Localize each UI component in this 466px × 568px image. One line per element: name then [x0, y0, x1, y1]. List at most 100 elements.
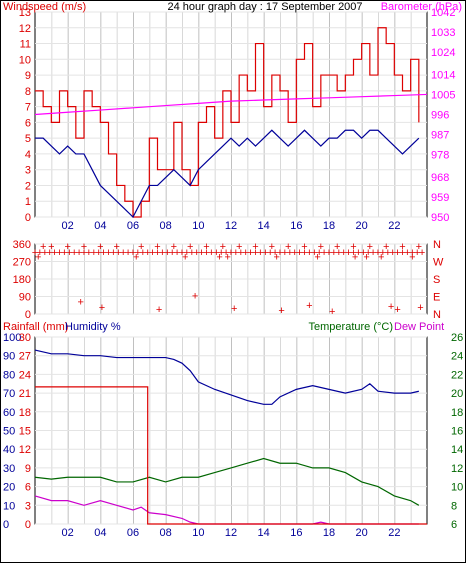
- direction-point: +: [48, 241, 54, 253]
- compass-label: W: [433, 257, 444, 269]
- humidity-tick-label: 10: [3, 500, 15, 512]
- direction-point: +: [78, 296, 84, 308]
- x-tick-label: 18: [323, 220, 335, 232]
- direction-point: +: [187, 241, 193, 253]
- direction-point: +: [316, 247, 322, 259]
- direction-point: +: [350, 241, 356, 253]
- direction-point: +: [340, 247, 346, 259]
- direction-point: +: [203, 247, 209, 259]
- series-line-humidity-: [34, 349, 419, 405]
- left-tick-label: 90: [19, 292, 31, 304]
- direction-point: +: [378, 252, 384, 264]
- left-tick-label: 1: [25, 196, 31, 208]
- temperature-tick-label: 26: [451, 332, 463, 344]
- left-tick-label: 9: [25, 70, 31, 82]
- direction-point: +: [285, 241, 291, 253]
- direction-point: +: [220, 241, 226, 253]
- direction-point: +: [272, 247, 278, 259]
- left-tick-label: 11: [20, 39, 31, 51]
- rainfall-tick-label: 0: [25, 519, 31, 531]
- direction-point: +: [225, 252, 231, 264]
- direction-point: +: [208, 247, 214, 259]
- rainfall-tick-label: 15: [19, 426, 31, 438]
- direction-point: +: [51, 247, 57, 259]
- direction-point: +: [388, 301, 394, 313]
- left-tick-label: 12: [19, 23, 31, 35]
- direction-point: +: [32, 247, 38, 259]
- direction-point: +: [231, 303, 237, 315]
- direction-point: +: [46, 247, 52, 259]
- x-tick-label: 20: [356, 527, 368, 539]
- x-tick-label: 22: [388, 527, 400, 539]
- direction-point: +: [287, 247, 293, 259]
- left-tick-label: 8: [25, 86, 31, 98]
- direction-point: +: [110, 247, 116, 259]
- direction-point: +: [375, 247, 381, 259]
- direction-point: +: [81, 247, 87, 259]
- direction-point: +: [370, 247, 376, 259]
- direction-point: +: [154, 247, 160, 259]
- direction-point: +: [154, 241, 160, 253]
- direction-point: +: [282, 247, 288, 259]
- direction-point: +: [233, 247, 239, 259]
- direction-point: +: [394, 304, 400, 316]
- direction-point: +: [198, 247, 204, 259]
- rainfall-tick-label: 18: [19, 407, 31, 419]
- right-tick-label: 1024: [431, 47, 455, 59]
- series-line-rainfall-mm-: [35, 386, 427, 525]
- right-tick-label: 1014: [431, 69, 455, 81]
- direction-point: +: [61, 247, 67, 259]
- rainfall-tick-label: 24: [19, 369, 31, 381]
- direction-point: +: [363, 252, 369, 264]
- direction-point: +: [35, 252, 41, 264]
- direction-point: +: [409, 247, 415, 259]
- x-tick-label: 18: [323, 527, 335, 539]
- rainfall-tick-label: 12: [19, 444, 31, 456]
- temperature-tick-label: 6: [451, 519, 457, 531]
- direction-point: +: [380, 247, 386, 259]
- direction-point: +: [95, 247, 101, 259]
- direction-point: +: [404, 247, 410, 259]
- direction-point: +: [40, 241, 46, 253]
- direction-point: +: [365, 247, 371, 259]
- x-tick-label: 22: [388, 220, 400, 232]
- direction-point: +: [257, 247, 263, 259]
- direction-point: +: [169, 247, 175, 259]
- direction-point: +: [355, 247, 361, 259]
- direction-point: +: [389, 247, 395, 259]
- direction-point: +: [223, 247, 229, 259]
- direction-point: +: [76, 247, 82, 259]
- direction-point: +: [164, 247, 170, 259]
- right-tick-label: 1005: [431, 89, 455, 101]
- direction-point: +: [360, 247, 366, 259]
- series-line-barometer: [34, 93, 428, 116]
- right-tick-label: 950: [431, 212, 449, 224]
- x-tick-label: 14: [258, 220, 270, 232]
- direction-point: +: [269, 241, 275, 253]
- direction-point: +: [91, 247, 97, 259]
- direction-point: +: [213, 247, 219, 259]
- left-tick-label: 4: [25, 149, 31, 161]
- direction-point: +: [140, 247, 146, 259]
- humidity-tick-label: 40: [3, 444, 15, 456]
- chart-title: 24 hour graph day : 17 September 2007: [167, 1, 362, 13]
- humidity-tick-label: 0: [3, 519, 9, 531]
- x-tick-label: 04: [94, 527, 106, 539]
- temperature-tick-label: 22: [451, 369, 463, 381]
- direction-point: +: [306, 247, 312, 259]
- wind-barometer-panel: 0123456789101112139509599689789879961005…: [19, 7, 456, 232]
- humidity-tick-label: 30: [3, 463, 15, 475]
- direction-point: +: [301, 247, 307, 259]
- right-axis-label-barometer: Barometer (hPa): [381, 1, 462, 13]
- humidity-tick-label: 70: [3, 388, 15, 400]
- direction-point: +: [331, 247, 337, 259]
- direction-point: +: [105, 247, 111, 259]
- direction-point: +: [399, 247, 405, 259]
- left-tick-label: 360: [13, 239, 31, 251]
- rainfall-tick-label: 9: [25, 463, 31, 475]
- rainfall-tick-label: 21: [19, 388, 31, 400]
- left-axis-label-rainfall: Rainfall (mm): [3, 321, 68, 333]
- direction-point: +: [138, 241, 144, 253]
- direction-point: +: [278, 305, 284, 317]
